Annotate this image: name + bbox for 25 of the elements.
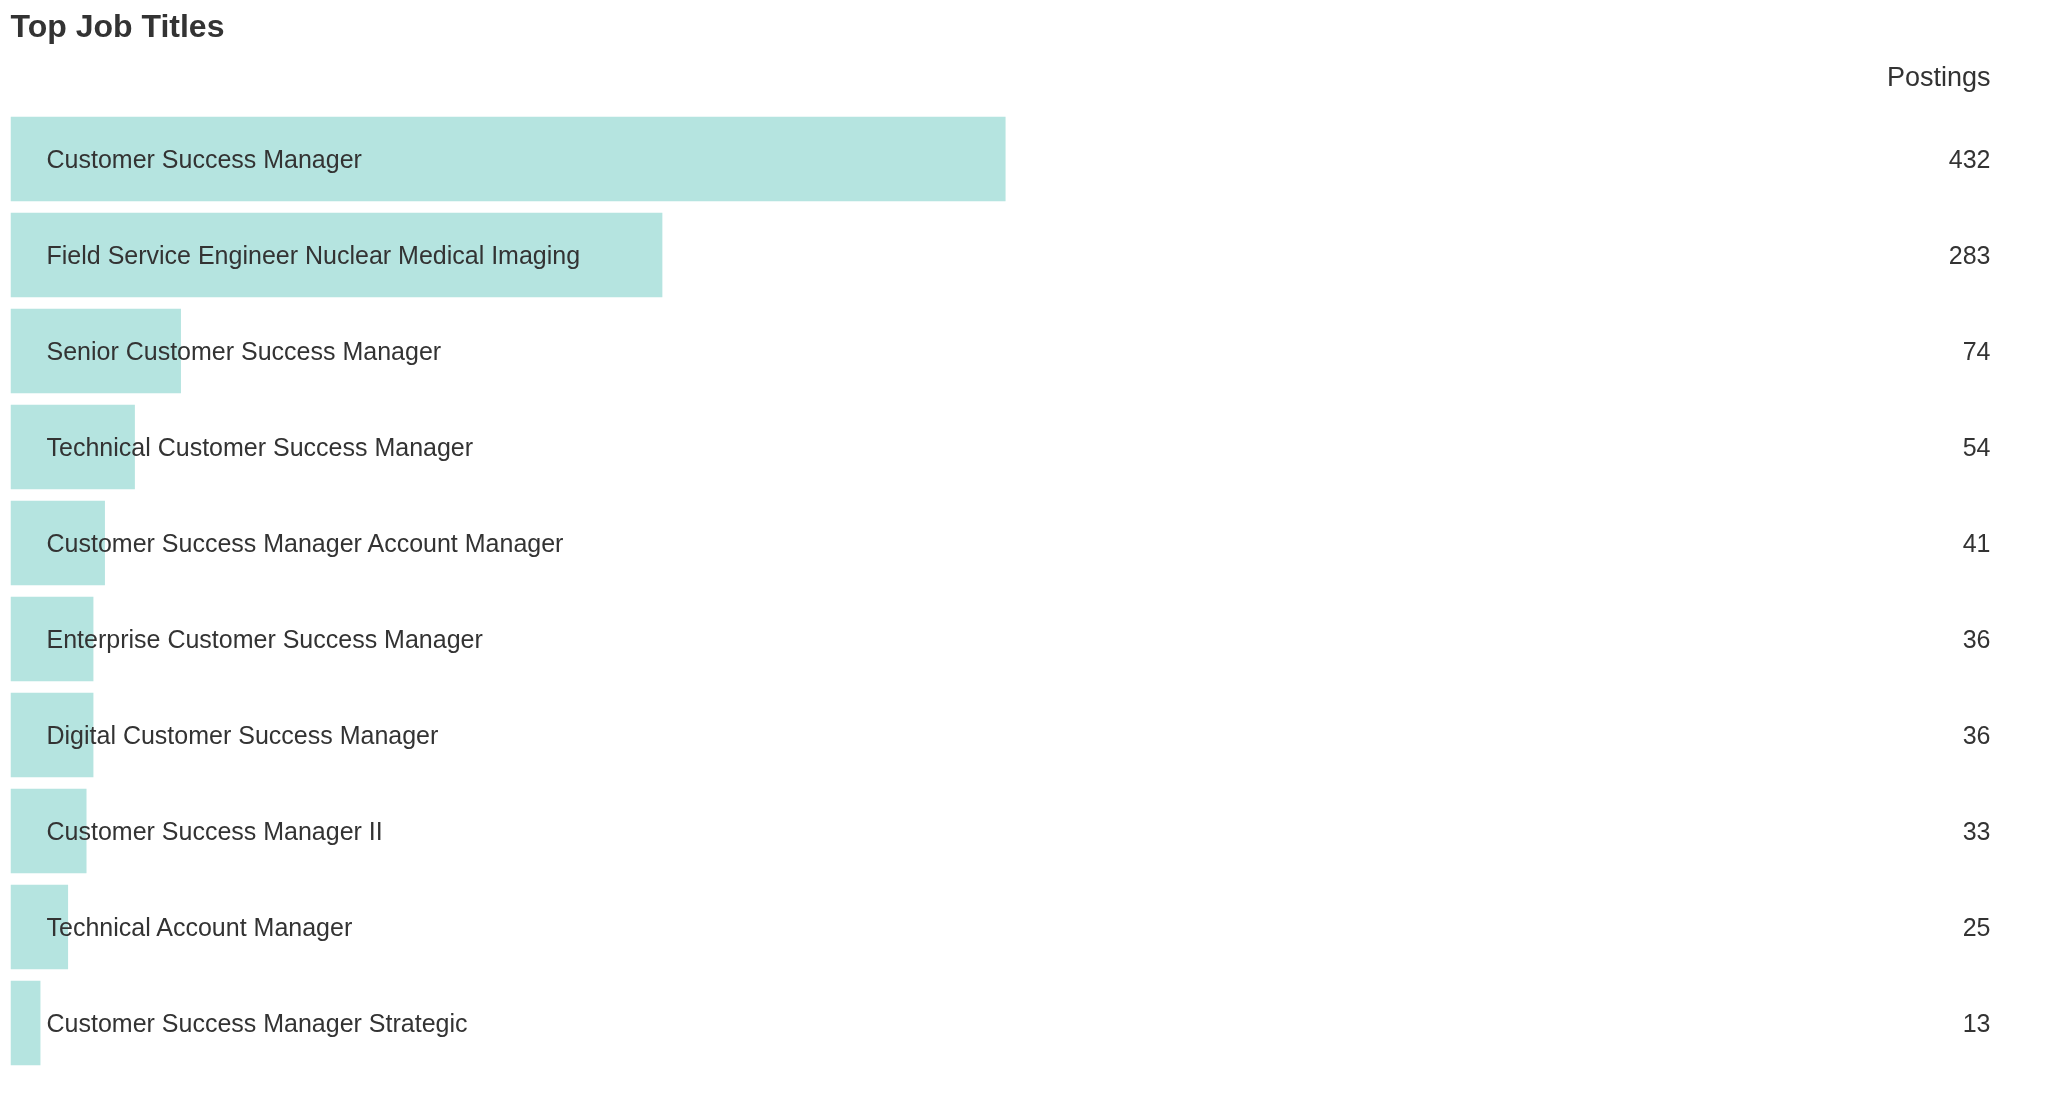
bar: [10, 116, 1006, 202]
data-label: 33: [1962, 816, 1991, 845]
data-label: 25: [1962, 912, 1991, 941]
data-label: 36: [1962, 720, 1991, 749]
y-tick-label: Technical Account Manager: [46, 912, 353, 941]
y-tick-label: Customer Success Manager II: [46, 816, 383, 845]
data-label: 283: [1948, 240, 1991, 269]
y-tick-label: Field Service Engineer Nuclear Medical Imaging: [46, 240, 581, 269]
data-label: 36: [1962, 624, 1991, 653]
data-label: 54: [1962, 432, 1991, 461]
text: Postings: [1886, 62, 1991, 93]
y-tick-label: Customer Success Manager Account Manager: [46, 528, 564, 557]
y-tick-label: Technical Customer Success Manager: [46, 432, 474, 461]
bar: [10, 980, 41, 1066]
data-label: 13: [1962, 1008, 1991, 1037]
y-tick-label: Digital Customer Success Manager: [46, 720, 439, 749]
y-tick-label: Enterprise Customer Success Manager: [46, 624, 483, 653]
chart-title: Top Job Titles: [10, 7, 225, 44]
y-tick-label: Customer Success Manager Strategic: [46, 1008, 468, 1037]
bar: [10, 212, 663, 298]
data-label: 74: [1962, 336, 1991, 365]
data-label: 41: [1962, 528, 1991, 557]
y-tick-label: Customer Success Manager: [46, 144, 362, 173]
data-label: 432: [1948, 144, 1991, 173]
y-tick-label: Senior Customer Success Manager: [46, 336, 442, 365]
